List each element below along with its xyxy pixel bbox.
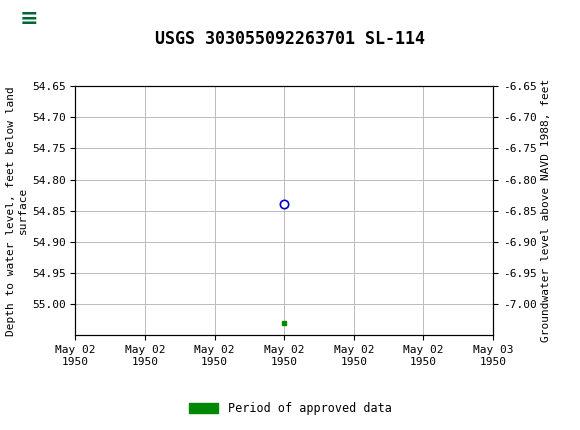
Bar [6, 4, 52, 35]
Y-axis label: Groundwater level above NAVD 1988, feet: Groundwater level above NAVD 1988, feet [541, 79, 550, 342]
Text: USGS 303055092263701 SL-114: USGS 303055092263701 SL-114 [155, 30, 425, 48]
Legend: Period of approved data: Period of approved data [184, 397, 396, 420]
Text: USGS: USGS [58, 10, 113, 28]
Text: ≡: ≡ [20, 9, 38, 29]
Y-axis label: Depth to water level, feet below land
surface: Depth to water level, feet below land su… [6, 86, 28, 335]
